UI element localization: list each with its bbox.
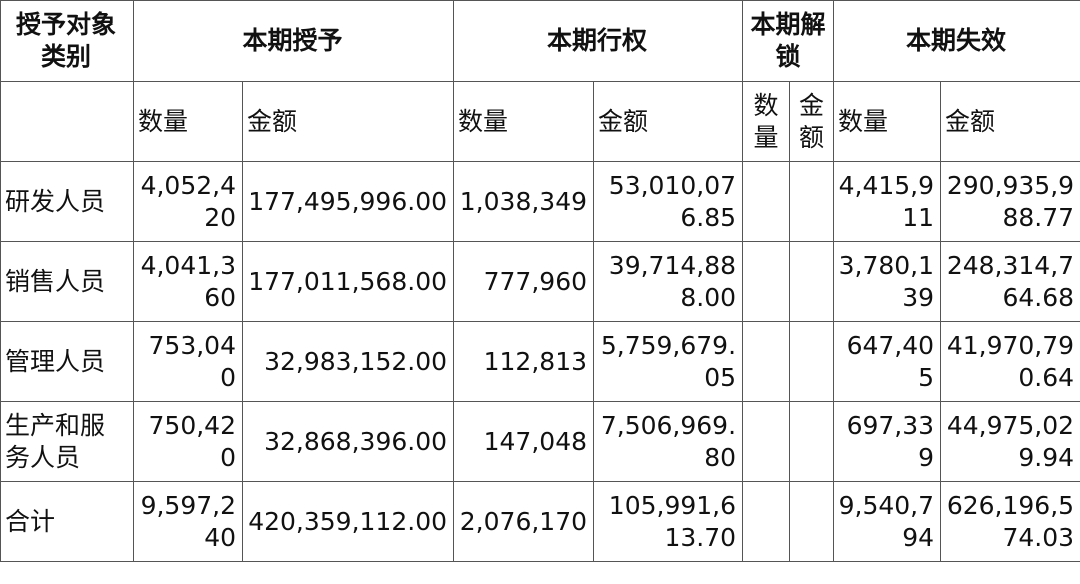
table-cell [742,481,791,562]
table-cell: 1,038,349 [453,161,595,242]
row-label: 销售人员 [0,241,134,322]
row-label: 研发人员 [0,161,134,242]
subheader-amount: 金额 [940,81,1080,162]
header-exercise: 本期行权 [453,0,744,82]
table-cell: 32,983,152.00 [241,321,455,402]
table-cell: 777,960 [453,241,595,322]
table-cell: 290,935,988.77 [940,161,1080,242]
table-row: 管理人员 753,040 32,983,152.00 112,813 5,759,679… [0,321,1080,402]
table-cell [789,481,835,562]
table-cell: 9,597,240 [133,481,243,562]
table-cell: 39,714,888.00 [593,241,744,322]
row-label: 管理人员 [0,321,134,402]
subheader-qty: 数量 [453,81,595,162]
table-cell: 697,339 [833,401,942,482]
table-cell: 32,868,396.00 [241,401,455,482]
table-cell: 4,052,420 [133,161,243,242]
table-cell [742,161,791,242]
table-row: 合计 9,597,240 420,359,112.00 2,076,170 105,99… [0,481,1080,562]
subheader-row: 数量 金额 数量 金额 数量 金额 数量 金额 [0,81,1080,162]
header-row: 授予对象类别 本期授予 本期行权 本期解锁 本期失效 [0,0,1080,82]
table-cell: 750,420 [133,401,243,482]
table-cell [789,321,835,402]
table-row: 研发人员 4,052,420 177,495,996.00 1,038,349 53,0… [0,161,1080,242]
subheader-amount: 金额 [789,81,835,162]
header-expire: 本期失效 [833,0,1080,82]
table-cell [789,161,835,242]
table-cell: 177,011,568.00 [241,241,455,322]
table-cell: 248,314,764.68 [940,241,1080,322]
table-cell: 4,415,911 [833,161,942,242]
subheader-amount: 金额 [593,81,744,162]
subheader-amount: 金额 [241,81,455,162]
table-cell: 41,970,790.64 [940,321,1080,402]
table-cell: 147,048 [453,401,595,482]
table-cell: 3,780,139 [833,241,942,322]
table-cell: 753,040 [133,321,243,402]
table-cell [742,401,791,482]
table-cell [742,321,791,402]
subheader-empty [0,81,134,162]
table-cell [742,241,791,322]
subheader-qty: 数量 [742,81,791,162]
table-cell: 112,813 [453,321,595,402]
table-cell: 626,196,574.03 [940,481,1080,562]
row-label: 生产和服务人员 [0,401,134,482]
table-cell: 53,010,076.85 [593,161,744,242]
table-cell [789,401,835,482]
header-grant: 本期授予 [132,0,455,82]
table-row: 生产和服务人员 750,420 32,868,396.00 147,048 7,506,… [0,401,1080,482]
table-cell: 5,759,679.05 [593,321,744,402]
table-cell: 4,041,360 [133,241,243,322]
header-category: 授予对象类别 [0,0,134,82]
table-cell: 420,359,112.00 [241,481,455,562]
table-cell: 44,975,029.94 [940,401,1080,482]
header-unlock: 本期解锁 [742,0,835,82]
table-cell: 647,405 [833,321,942,402]
table-cell [789,241,835,322]
table-cell: 177,495,996.00 [241,161,455,242]
table-cell: 9,540,794 [833,481,942,562]
table-cell: 7,506,969.80 [593,401,744,482]
table-cell: 2,076,170 [453,481,595,562]
subheader-qty: 数量 [833,81,942,162]
table-row: 销售人员 4,041,360 177,011,568.00 777,960 39,714… [0,241,1080,322]
row-label: 合计 [0,481,134,562]
table-cell: 105,991,613.70 [593,481,744,562]
stock-grant-table: 授予对象类别 本期授予 本期行权 本期解锁 本期失效 数量 金额 数量 金额 数… [0,0,1080,562]
subheader-qty: 数量 [133,81,243,162]
